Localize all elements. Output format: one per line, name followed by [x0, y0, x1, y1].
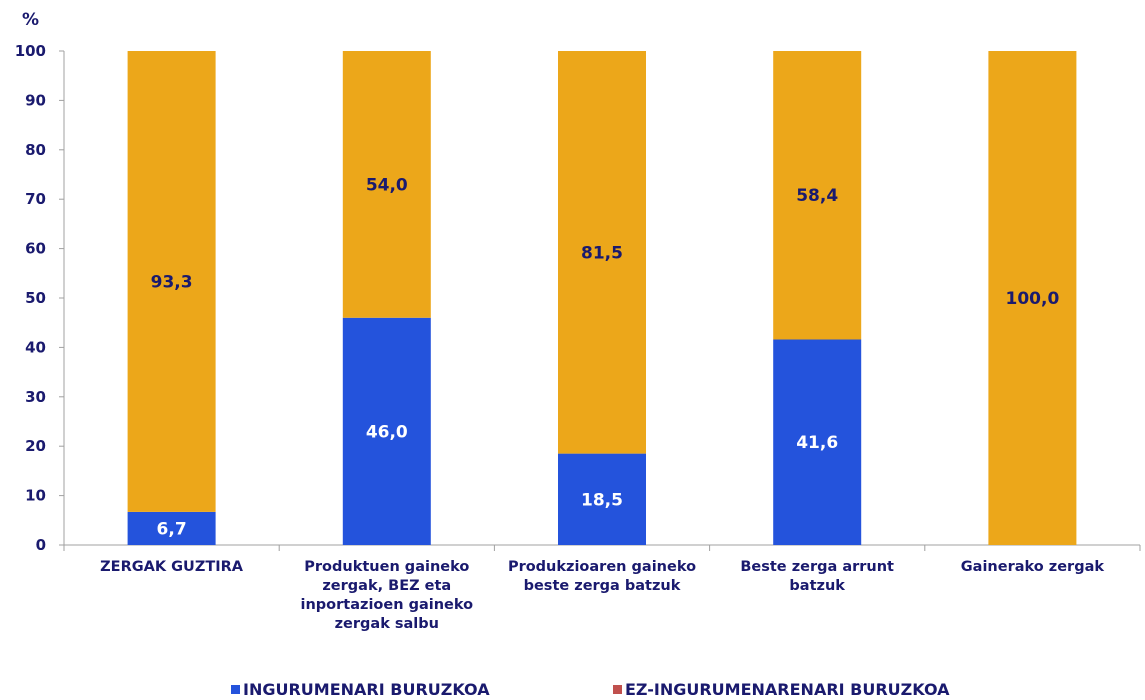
y-tick-label: 40 — [25, 338, 46, 356]
data-label-series-0-category-2: 18,5 — [581, 490, 623, 510]
y-tick-label: 60 — [25, 240, 46, 258]
data-label-series-0-category-3: 41,6 — [796, 433, 838, 453]
y-tick-label: 50 — [25, 289, 46, 307]
legend-label-ez-ingurumenarenari: EZ-INGURUMENARENARI BURUZKOA — [625, 680, 950, 699]
bar-segment-series-0-category-3 — [773, 339, 862, 545]
y-tick-label: 90 — [25, 91, 46, 109]
data-label-series-0-category-0: 6,7 — [157, 519, 187, 539]
data-labels-group: 6,7 93,3 46,0 54,0 18,5 81,5 41,6 58,4 100,0 — [151, 175, 1060, 539]
legend-swatch-ingurumenari — [231, 685, 240, 694]
category-label-zergak-guztira: ZERGAK GUZTIRA — [100, 559, 244, 575]
data-label-series-1-category-4: 100,0 — [1006, 289, 1060, 309]
data-label-series-1-category-1: 54,0 — [366, 175, 408, 195]
legend-label-ingurumenari: INGURUMENARI BURUZKOA — [243, 680, 490, 699]
bar-segment-series-1-category-3 — [773, 51, 862, 340]
y-tick-label: 70 — [25, 190, 46, 208]
data-label-series-0-category-1: 46,0 — [366, 422, 408, 442]
bar-segment-series-1-category-0 — [127, 51, 216, 512]
y-tick-label: 0 — [36, 536, 46, 554]
legend-item-ingurumenari: INGURUMENARI BURUZKOA — [231, 680, 490, 699]
category-label-beste-zerga-arrunt: Beste zerga arrunt batzuk — [740, 559, 894, 594]
bar-segment-series-0-category-0 — [127, 511, 216, 545]
legend-swatch-ez-ingurumenarenari — [613, 685, 622, 694]
bar-segment-series-1-category-1 — [342, 51, 431, 318]
category-label-gainerako-zergak: Gainerako zergak — [960, 559, 1105, 575]
bar-series-group — [127, 51, 1077, 545]
data-label-series-1-category-2: 81,5 — [581, 243, 623, 263]
legend: INGURUMENARI BURUZKOA EZ-INGURUMENARENAR… — [0, 680, 1145, 700]
bar-segment-series-1-category-4 — [988, 51, 1077, 545]
data-label-series-1-category-3: 58,4 — [796, 186, 838, 206]
y-tick-label: 20 — [25, 437, 46, 455]
data-label-series-1-category-0: 93,3 — [151, 272, 193, 292]
legend-item-ez-ingurumenarenari: EZ-INGURUMENARENARI BURUZKOA — [613, 680, 950, 699]
y-tick-label: 30 — [25, 388, 46, 406]
category-label-produkzioaren-gaineko: Produkzioaren gaineko beste zerga batzuk — [507, 559, 697, 594]
y-tick-label: 100 — [15, 42, 46, 60]
bar-segment-series-0-category-1 — [342, 317, 431, 545]
y-tick-label: 80 — [25, 141, 46, 159]
bar-segment-series-0-category-2 — [558, 453, 646, 545]
y-tick-label: 10 — [25, 487, 46, 505]
y-axis-unit-label: % — [22, 10, 39, 30]
category-label-produktuen-gaineko: Produktuen gaineko zergak, BEZ eta inpor… — [300, 559, 474, 632]
bar-segment-series-1-category-2 — [558, 51, 646, 454]
